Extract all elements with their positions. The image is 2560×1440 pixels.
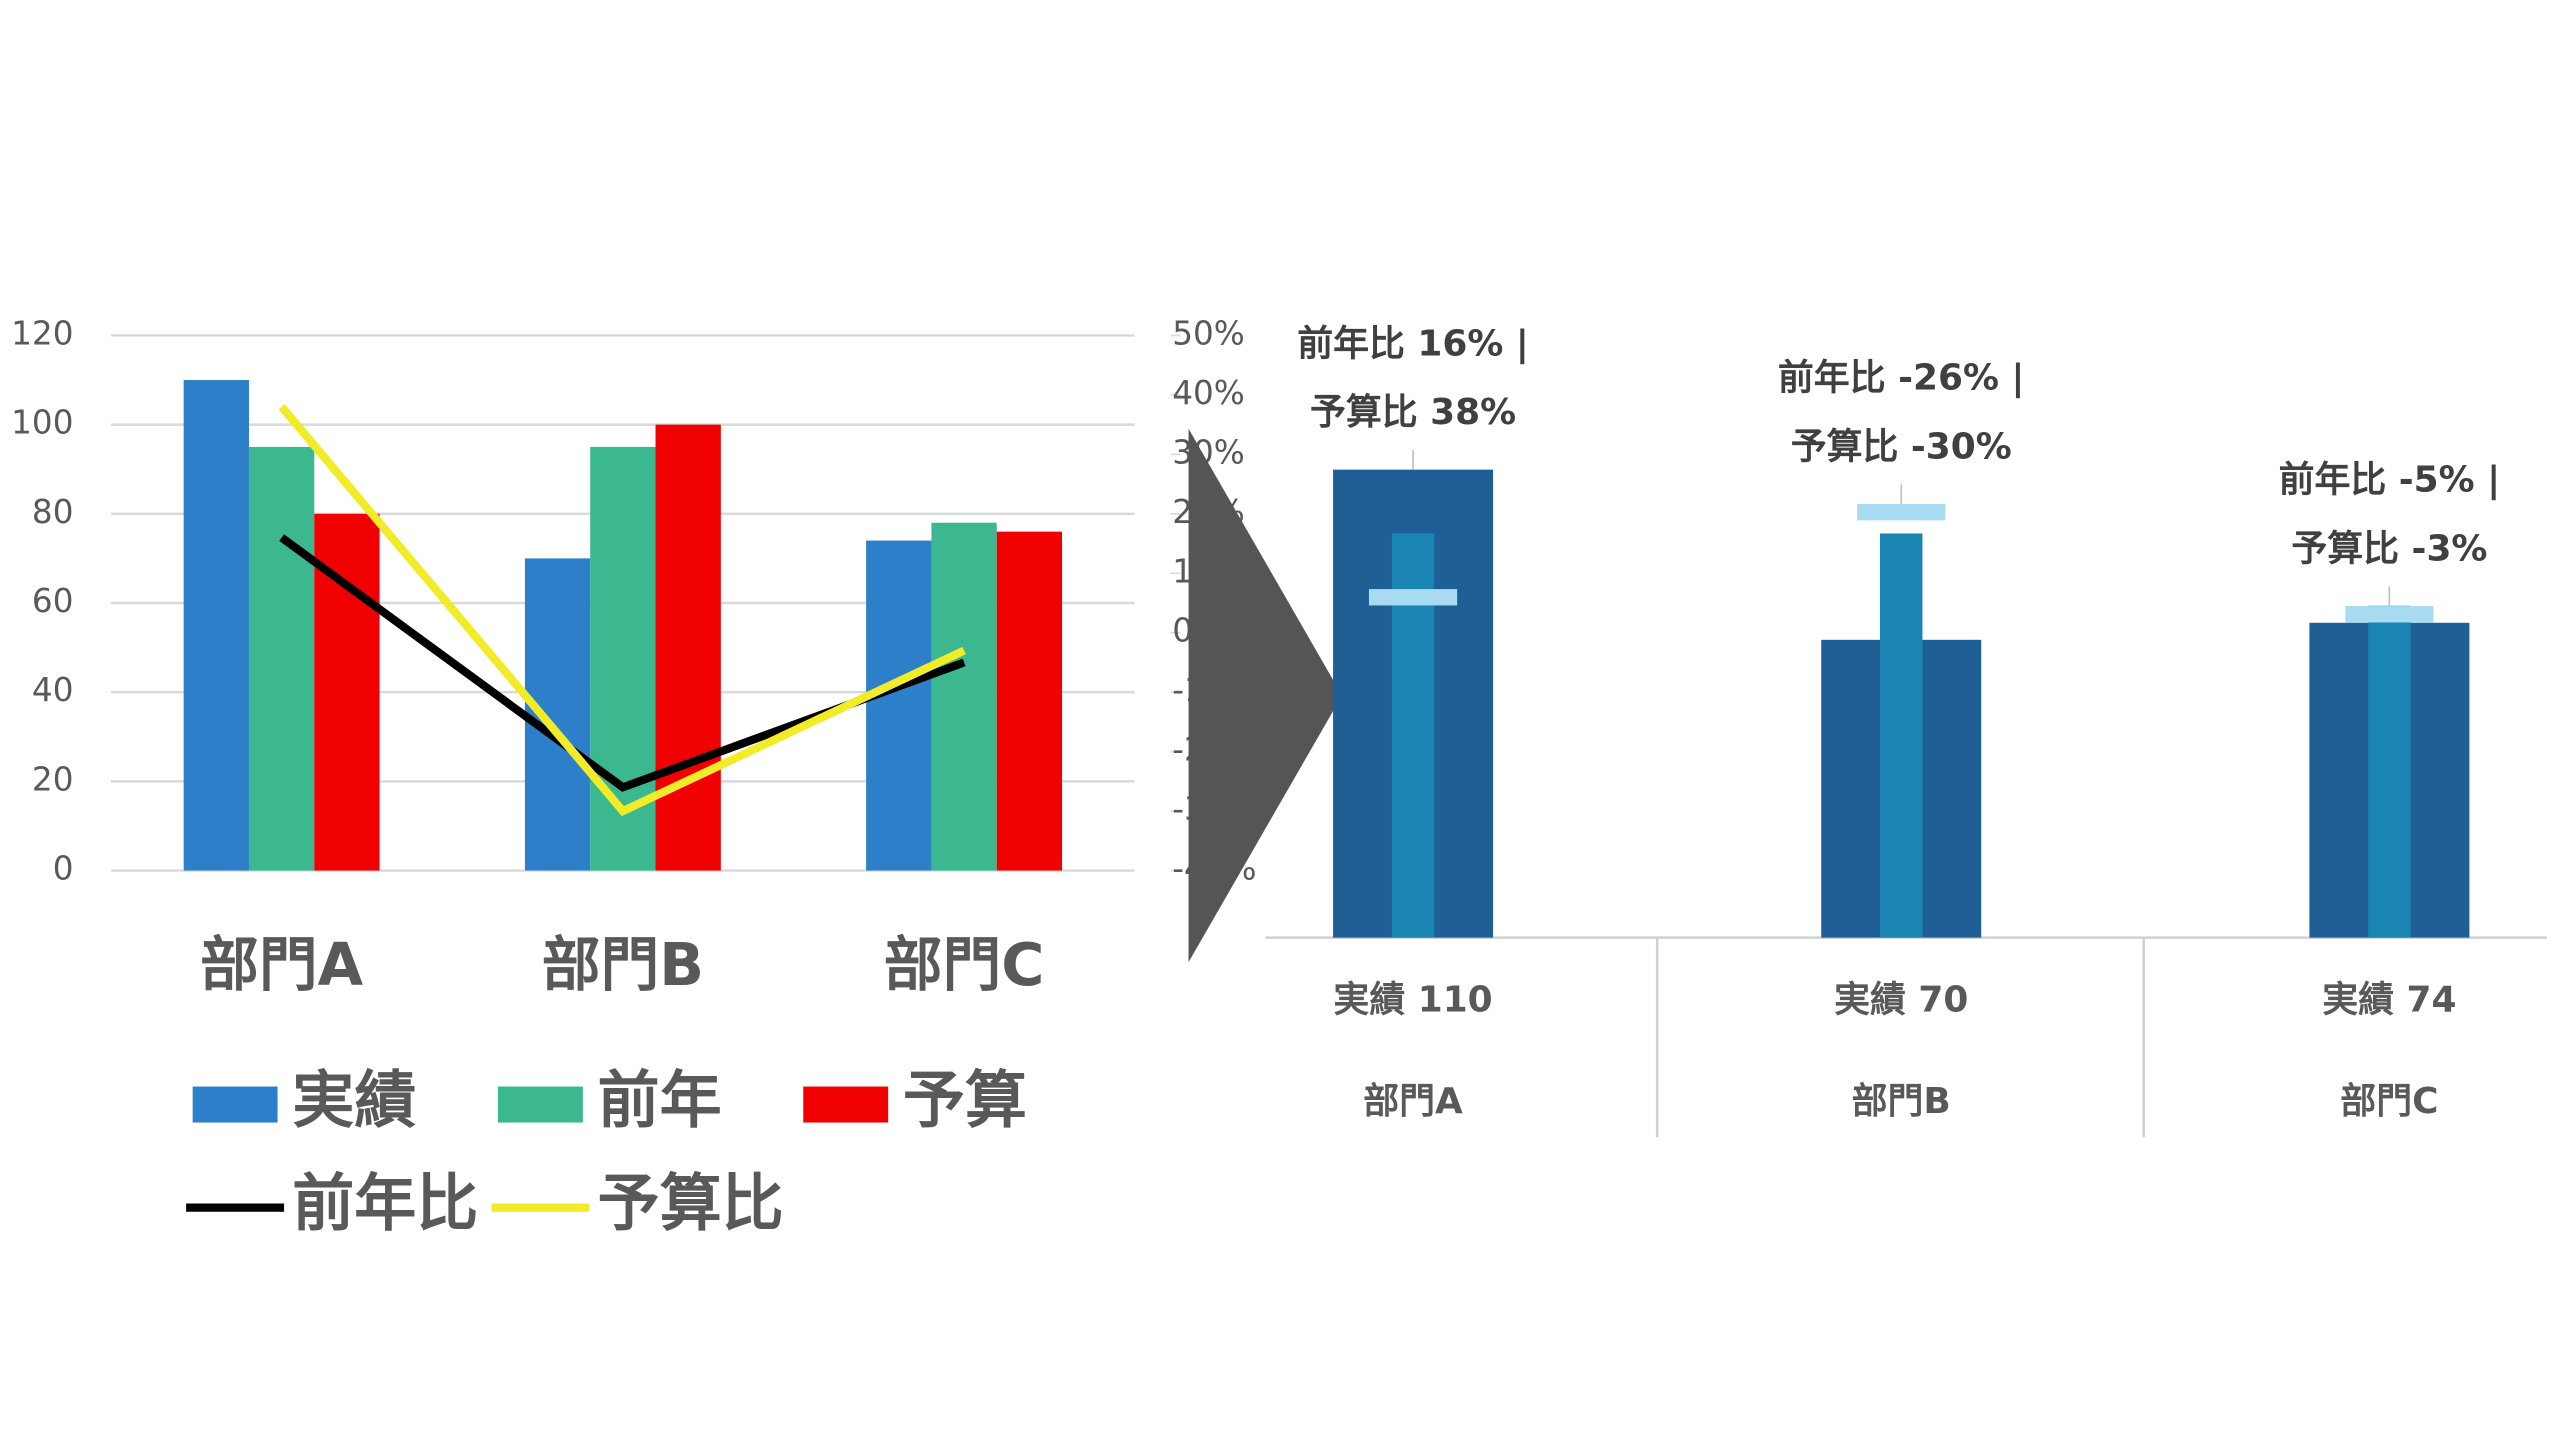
category-label: 部門C [2340,1081,2438,1122]
x-tick-label: 部門B [542,930,704,999]
bar [866,540,932,871]
y-tick-label: 20 [32,760,74,798]
bar [996,531,1063,871]
x-tick-label: 部門C [884,930,1045,999]
y-tick-label: 40 [32,671,74,709]
bar [183,380,249,871]
bar [655,424,721,871]
y2-tick-label: 40% [1172,374,1245,412]
line-series [278,404,966,817]
y-tick-label: 120 [11,314,73,352]
y-tick-label: 80 [32,493,74,531]
y-tick-label: 100 [11,404,73,442]
x-tick-label: 部門A [200,930,363,999]
actual-label: 実績 110 [1333,979,1492,1020]
arrow [1188,428,1343,963]
yoy-label: 前年比 16% | [1297,323,1529,364]
legend-swatch [803,1086,889,1123]
category-label: 部門A [1363,1081,1463,1122]
budget-label: 予算比 -30% [1791,426,2012,467]
legend-label: 予算比 [598,1167,784,1240]
yoy-label: 前年比 -26% | [1778,358,2025,399]
bar [931,522,997,871]
legend-label: 実績 [292,1064,416,1137]
y2-tick-label: 50% [1172,314,1245,352]
category-label: 部門B [1852,1081,1951,1122]
previous-bar [1880,533,1923,938]
y-tick-label: 60 [32,582,74,620]
bar [524,558,591,871]
budget-marker [1857,504,1946,521]
legend-label: 前年比 [292,1167,478,1240]
legend-swatch [497,1086,583,1123]
yoy-label: 前年比 -5% | [2279,460,2501,501]
budget-marker [1368,589,1458,606]
y-tick-label: 0 [53,850,74,888]
bar [248,446,315,871]
actual-label: 実績 70 [1834,979,1968,1020]
legend-swatch [192,1086,278,1123]
actual-label: 実績 74 [2322,979,2456,1020]
budget-label: 予算比 38% [1310,392,1516,433]
budget-marker [2345,606,2434,623]
legend-label: 予算 [903,1064,1027,1137]
legend-label: 前年 [598,1064,722,1137]
previous-bar [2368,605,2411,938]
budget-label: 予算比 -3% [2291,528,2487,569]
